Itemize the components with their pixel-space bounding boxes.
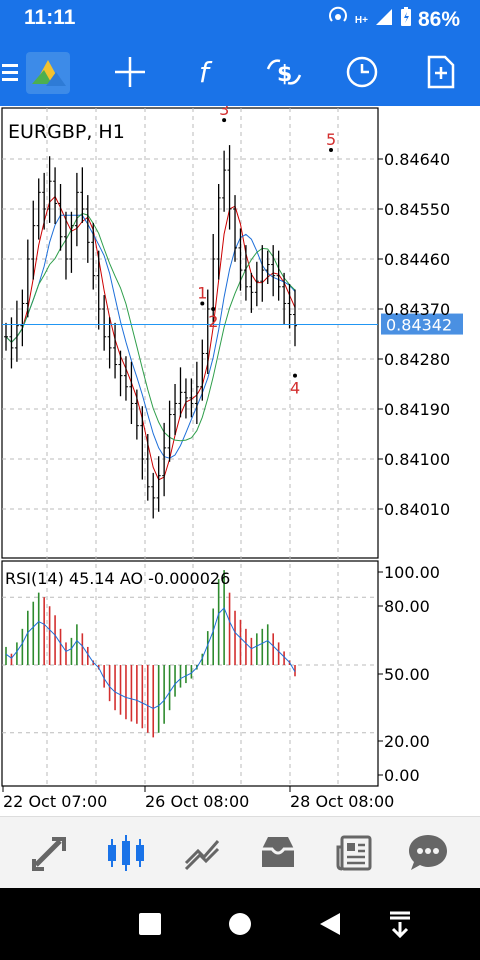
status-bar: 11:11 H+ 86%: [0, 0, 480, 38]
quotes-arrows-icon: [32, 837, 66, 871]
nav-chat[interactable]: [406, 831, 450, 875]
notification-button[interactable]: [382, 906, 418, 942]
wave-point: [211, 307, 216, 311]
price-pane-frame: [1, 107, 379, 559]
rsi-line: [5, 607, 296, 709]
price-tick-label: 0.84550: [384, 200, 450, 219]
wave-point: [222, 118, 227, 123]
rsi-tick-label: 0.00: [384, 766, 420, 785]
rsi-tick-label: 100.00: [384, 563, 440, 582]
chart-canvas[interactable]: 0.84342 EURGBP, H1 0.84640 0.84550 0.84460…: [0, 100, 480, 816]
bottom-nav: [0, 816, 480, 888]
signal-icon: [374, 7, 394, 33]
ma-green-line: [5, 212, 296, 442]
exchange-icon[interactable]: $: [264, 52, 304, 92]
time-axis: 22 Oct 07:00 26 Oct 08:00 28 Oct 08:00: [2, 786, 394, 811]
trade-lines-icon: [184, 840, 220, 871]
price-tick-label: 0.84460: [384, 250, 450, 269]
candlestick-icon: [108, 835, 144, 871]
crosshair-icon[interactable]: [110, 52, 150, 92]
nav-history[interactable]: [256, 831, 300, 875]
price-tick-label: 0.84100: [384, 450, 450, 469]
metatrader-logo-icon[interactable]: [24, 50, 72, 96]
menu-icon[interactable]: [0, 52, 20, 92]
battery-icon: [400, 7, 412, 33]
battery-percent: 86%: [417, 8, 460, 31]
back-triangle-icon: [320, 913, 340, 935]
price-tick-label: 0.84190: [384, 400, 450, 419]
wave-label: 3: [219, 106, 229, 119]
symbol-label: EURGBP, H1: [8, 121, 125, 143]
home-button[interactable]: [222, 906, 258, 942]
rsi-axis: 100.00 80.00 50.00 20.00 0.00: [378, 563, 440, 785]
time-tick-label: 22 Oct 07:00: [3, 792, 107, 811]
price-tick-label: 0.84370: [384, 300, 450, 319]
svg-text:f: f: [199, 56, 213, 89]
chart-area[interactable]: 0.84342 EURGBP, H1 0.84640 0.84550 0.84460…: [0, 100, 480, 816]
newspaper-icon: [336, 835, 372, 871]
current-price-text: 0.84342: [386, 316, 452, 335]
top-toolbar: f $: [0, 38, 480, 106]
current-price-badge: [381, 313, 463, 335]
wave-label: 1: [197, 283, 207, 302]
rsi-tick-label: 80.00: [384, 597, 430, 616]
recents-button[interactable]: [132, 906, 168, 942]
new-document-icon[interactable]: [420, 52, 460, 92]
chat-icon: [409, 835, 447, 870]
circle-icon: [229, 913, 251, 935]
ma-red-line: [5, 195, 296, 481]
price-tick-label: 0.84280: [384, 350, 450, 369]
indicator-label: RSI(14) 45.14 AO -0.000026: [5, 569, 230, 588]
price-axis: 0.84640 0.84550 0.84460 0.84370 0.84280 0.841…: [378, 150, 450, 519]
nav-trade[interactable]: [180, 831, 224, 875]
wave-point: [200, 301, 205, 306]
inbox-icon: [262, 837, 294, 867]
rsi-tick-label: 50.00: [384, 665, 430, 684]
wave-label: 4: [290, 379, 300, 398]
wave-point: [329, 148, 333, 152]
status-right: H+ 86%: [327, 6, 460, 34]
arrow-down-icon: [390, 911, 410, 938]
hotspot-icon: [327, 6, 349, 34]
network-type: H+: [354, 14, 368, 26]
price-tick-label: 0.84640: [384, 150, 450, 169]
rsi-tick-label: 20.00: [384, 732, 430, 751]
price-tick-label: 0.84010: [384, 500, 450, 519]
svg-text:$: $: [277, 62, 292, 87]
clock-icon[interactable]: [342, 52, 382, 92]
square-icon: [139, 913, 161, 935]
time-tick-label: 28 Oct 08:00: [290, 792, 394, 811]
status-time: 11:11: [24, 6, 76, 29]
wave-point: [293, 373, 297, 378]
wave-label: 2: [208, 312, 218, 331]
system-nav-bar: [0, 888, 480, 960]
nav-news[interactable]: [332, 831, 376, 875]
ma-blue-line: [5, 214, 296, 459]
nav-quotes[interactable]: [28, 831, 72, 875]
wave-label: 5: [326, 130, 336, 149]
function-icon[interactable]: f: [186, 52, 226, 92]
back-button[interactable]: [312, 906, 348, 942]
wave-labels: 12 3 4 5: [197, 100, 336, 398]
nav-chart[interactable]: [104, 831, 148, 875]
time-tick-label: 26 Oct 08:00: [145, 792, 249, 811]
